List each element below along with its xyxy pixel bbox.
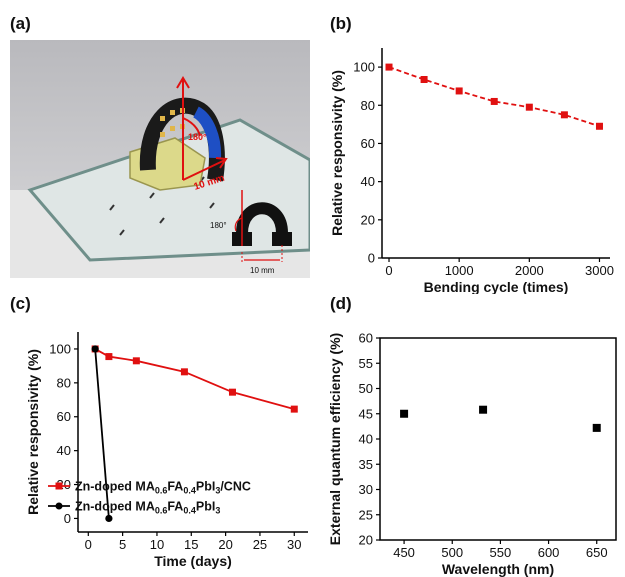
chart-b-y-tick-label: 100 [353, 60, 375, 75]
chart-d-series-0-point [592, 423, 601, 432]
chart-d-y-tick-label: 25 [359, 507, 373, 522]
chart-b-y-tick-label: 80 [361, 98, 375, 113]
chart-d-series-0-point [479, 405, 488, 414]
chart-b-series-0-point [490, 97, 498, 105]
chart-b-x-title: Bending cycle (times) [424, 279, 569, 294]
chart-c-series-0-point [290, 405, 298, 413]
inset-distance-label: 10 mm [250, 266, 275, 275]
inset-schematic [232, 190, 292, 262]
chart-d-x-tick-label: 550 [490, 545, 512, 560]
chart-d-y-tick-label: 45 [359, 406, 373, 421]
chart-d-y-tick-label: 60 [359, 331, 373, 346]
chart-c-legend-label: Zn-doped MA0.6FA0.4PbI3 [75, 500, 220, 516]
chart-b-y-tick-label: 0 [368, 251, 375, 266]
chart-d-y-tick-label: 55 [359, 356, 373, 371]
chart-b: 0 1000 2000 3000 0 20 40 60 80 100 Bending cycle (… [329, 48, 614, 294]
chart-c-x-tick-label: 5 [119, 537, 126, 552]
chart-c-series-1-point [105, 514, 113, 523]
panel-label-b: (b) [330, 14, 352, 33]
chart-b-series-0-line [388, 66, 600, 128]
chart-b-y-tick-label: 60 [361, 136, 375, 151]
chart-b-x-tick-label: 0 [385, 263, 392, 278]
chart-d-y-title: External quantum efficiency (%) [327, 333, 343, 545]
chart-c-y-tick-label: 80 [57, 375, 71, 390]
chart-b-series-0-point [560, 111, 568, 119]
chart-c-series-0-point [132, 357, 140, 365]
chart-d-y-tick-label: 30 [359, 482, 373, 497]
chart-c-series-0-point [228, 388, 236, 396]
inset-angle-label: 180° [210, 221, 227, 230]
chart-d-frame [379, 337, 617, 541]
chart-d: 450 500 550 600 650 20 25 30 35 40 45 50 55 60 Wavelen… [327, 331, 617, 577]
angle-label: 180° [188, 132, 207, 142]
chart-b-series-0-point [595, 122, 603, 130]
chart-b-x-tick-label: 2000 [515, 263, 544, 278]
chart-c-legend-label: Zn-doped MA0.6FA0.4PbI3/CNC [75, 480, 251, 496]
chart-d-series-0-point [400, 409, 409, 418]
chart-d-y-tick-label: 20 [359, 533, 373, 548]
chart-d-x-tick-label: 650 [586, 545, 608, 560]
photo-bending-setup: 180° 10 mm 180° 10 mm [10, 40, 310, 278]
chart-c-x-tick-label: 15 [184, 537, 198, 552]
chart-d-y-tick-label: 35 [359, 457, 373, 472]
chart-d-x-tick-label: 450 [393, 545, 415, 560]
chart-c-series-0-point [105, 353, 113, 361]
chart-c-series-1-point [91, 345, 99, 353]
chart-c-x-title: Time (days) [154, 553, 232, 569]
chart-d-y-tick-label: 40 [359, 432, 373, 447]
chart-b-y-tick-label: 40 [361, 174, 375, 189]
chart-b-x-tick-label: 1000 [445, 263, 474, 278]
chart-c-legend-marker [55, 502, 63, 510]
panel-label-c: (c) [10, 294, 31, 313]
chart-c-series-0-point [180, 368, 188, 376]
chart-c-x-tick-label: 0 [85, 537, 92, 552]
chart-c-y-title: Relative responsivity (%) [25, 349, 41, 515]
chart-d-y-tick-label: 50 [359, 381, 373, 396]
chart-d-x-title: Wavelength (nm) [442, 561, 554, 577]
chart-d-x-tick-label: 500 [441, 545, 463, 560]
annotation-arrows [176, 76, 228, 181]
chart-c-y-tick-label: 100 [49, 341, 71, 356]
chart-c-y-tick-label: 60 [57, 409, 71, 424]
device-blue-electrode [192, 106, 222, 159]
chart-c-series-1-line [94, 348, 110, 519]
chart-b-x-tick-label: 3000 [585, 263, 614, 278]
chart-b-y-title: Relative responsivity (%) [329, 70, 345, 236]
chart-c-series-0-line [94, 348, 295, 410]
chart-c-x-tick-label: 25 [253, 537, 267, 552]
chart-b-series-0-point [525, 103, 533, 111]
panel-label-d: (d) [330, 294, 352, 313]
chart-c-x-tick-label: 10 [150, 537, 164, 552]
chart-d-x-tick-label: 600 [538, 545, 560, 560]
chart-c-y-tick-label: 40 [57, 443, 71, 458]
chart-b-series-0-point [455, 87, 463, 95]
chart-c-y-tick-label: 0 [64, 511, 71, 526]
panel-label-a: (a) [10, 14, 31, 33]
chart-c-legend-marker [55, 482, 63, 490]
chart-c-x-tick-label: 30 [287, 537, 301, 552]
chart-b-y-tick-label: 20 [361, 212, 375, 227]
chart-b-series-0-point [420, 76, 428, 83]
chart-c-x-tick-label: 20 [218, 537, 232, 552]
chart-b-series-0-point [385, 63, 393, 71]
